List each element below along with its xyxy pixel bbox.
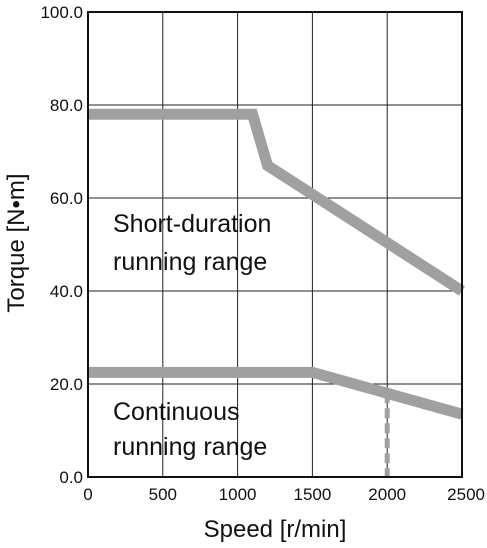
plot-frame bbox=[87, 11, 463, 478]
grid-lines bbox=[88, 12, 462, 477]
x-tick-label: 1500 bbox=[293, 485, 331, 504]
x-tick-label: 1000 bbox=[219, 485, 257, 504]
x-axis-title: Speed [r/min] bbox=[204, 516, 347, 543]
y-tick-label: 60.0 bbox=[50, 189, 83, 208]
y-tick-label: 0.0 bbox=[59, 468, 83, 487]
y-axis-title: Torque [N•m] bbox=[3, 173, 30, 312]
x-tick-label: 0 bbox=[83, 485, 92, 504]
y-tick-label: 80.0 bbox=[50, 96, 83, 115]
x-tick-label: 2500 bbox=[447, 485, 485, 504]
tick-labels: 0 500 1000 1500 2000 2500 0.0 20.0 40.0 60.0 80.0 1… bbox=[40, 3, 485, 504]
continuous-limit-line bbox=[88, 366, 464, 420]
y-tick-label: 100.0 bbox=[40, 3, 83, 22]
continuous-label-line-1: Continuous bbox=[113, 398, 239, 426]
short-duration-label-line-2: running range bbox=[113, 248, 267, 276]
continuous-label-line-2: running range bbox=[113, 433, 267, 461]
short-duration-label-line-1: Short-duration bbox=[113, 210, 271, 238]
y-tick-label: 20.0 bbox=[50, 375, 83, 394]
short-duration-limit-line bbox=[88, 108, 465, 296]
x-tick-label: 500 bbox=[149, 485, 177, 504]
x-tick-label: 2000 bbox=[368, 485, 406, 504]
y-tick-label: 40.0 bbox=[50, 282, 83, 301]
chart-series bbox=[88, 108, 465, 477]
